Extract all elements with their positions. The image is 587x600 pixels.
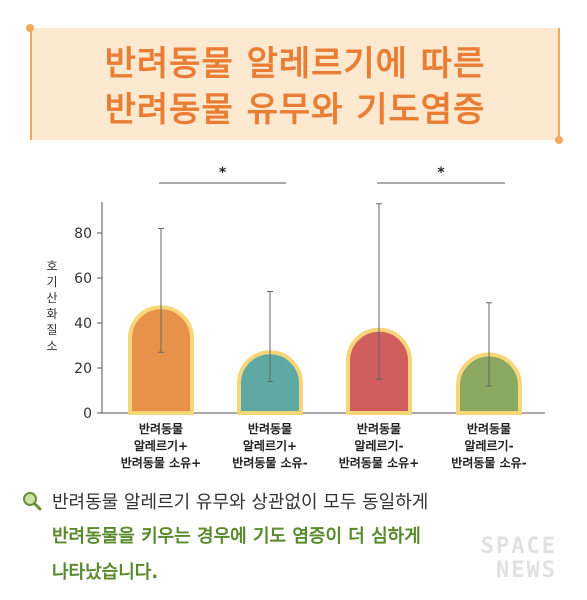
watermark-line-1: SPACE [480, 534, 557, 559]
bar-1 [237, 350, 303, 415]
significance-mark-1: * [437, 165, 445, 181]
category-label-1-1: 알레르기+ [243, 438, 297, 453]
category-label-2-2: 반려동물 소유+ [339, 455, 419, 470]
category-label-3-2: 반려동물 소유- [451, 455, 526, 470]
y-axis-label-char-3: 화 [46, 307, 57, 321]
title-banner [30, 28, 560, 140]
category-label-1-2: 반려동물 소유- [232, 455, 307, 470]
y-tick-label-2: 40 [74, 316, 92, 332]
watermark-logo: SPACE NEWS [427, 535, 557, 583]
footer-text-1: 반려동물 알레르기 유무와 상관없이 모두 동일하게 [52, 492, 429, 513]
footer-line-2: 반려동물을 키우는 경우에 기도 염증이 더 심하게 [52, 526, 421, 547]
category-label-1-0: 반려동물 [248, 421, 292, 436]
category-label-0-1: 알레르기+ [134, 438, 188, 453]
y-axis-label-char-2: 산 [46, 291, 57, 305]
y-axis-label-char-0: 호 [46, 259, 57, 273]
category-label-2-1: 알레르기- [354, 438, 403, 453]
search-icon [22, 491, 44, 516]
category-label-0-2: 반려동물 소유+ [121, 455, 201, 470]
title-dot-bottom-right [555, 136, 563, 144]
y-tick-label-4: 80 [74, 226, 92, 242]
title-dot-top-left [26, 24, 34, 32]
y-tick-label-1: 20 [74, 361, 92, 377]
y-tick-label-3: 60 [74, 271, 92, 287]
y-axis-label-char-4: 질 [46, 323, 57, 337]
category-label-3-0: 반려동물 [467, 421, 511, 436]
title-rule-left [30, 28, 32, 140]
watermark-line-2: NEWS [496, 558, 557, 583]
footer-line-1: 반려동물 알레르기 유무와 상관없이 모두 동일하게 [22, 488, 428, 516]
category-label-0-0: 반려동물 [139, 421, 183, 436]
title-rule-right [558, 28, 560, 140]
y-tick-label-0: 0 [83, 406, 92, 422]
footer-line-3: 나타났습니다. [52, 562, 159, 583]
category-label-3-1: 알레르기- [464, 438, 513, 453]
significance-mark-0: * [219, 165, 227, 181]
y-axis-label-char-1: 기 [46, 275, 57, 289]
title-line-2: 반려동물 유무와 기도염증 [104, 90, 486, 130]
bar-0 [128, 305, 194, 415]
y-axis-label-char-5: 소 [46, 339, 57, 353]
category-label-2-0: 반려동물 [357, 421, 401, 436]
title-line-1: 반려동물 알레르기에 따른 [104, 44, 486, 84]
